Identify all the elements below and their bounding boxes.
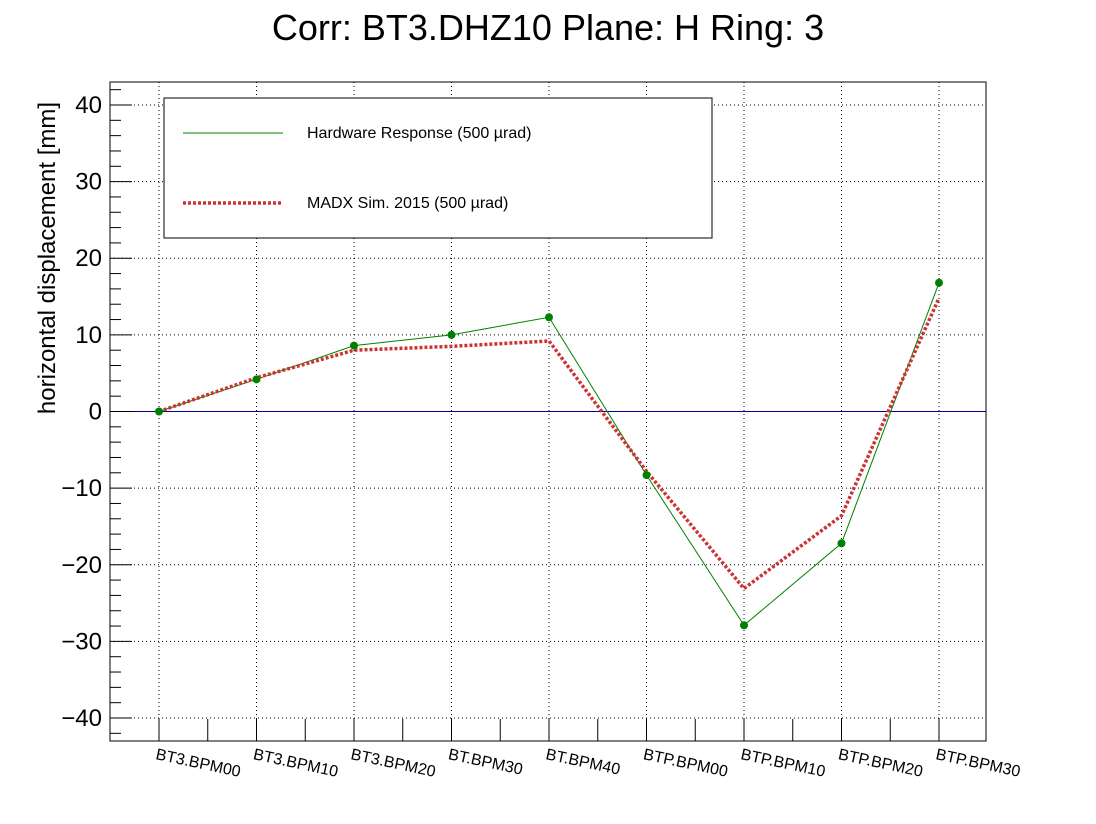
data-point-btp-bpm00 bbox=[642, 471, 651, 480]
y-tick-label-10: 10 bbox=[75, 322, 102, 349]
legend: Hardware Response (500 µrad) MADX Sim. 2… bbox=[163, 97, 713, 239]
y-tick-label--20: −20 bbox=[61, 552, 102, 579]
data-point-btp-bpm10 bbox=[740, 621, 748, 630]
x-tick-label-bt-bpm30: BT.BPM30 bbox=[447, 746, 525, 778]
y-tick-label--40: −40 bbox=[61, 705, 102, 732]
legend-label-hardware: Hardware Response (500 µrad) bbox=[307, 125, 531, 142]
y-axis-label: horizontal displacement [mm] bbox=[34, 102, 61, 414]
data-point-bt3-bpm10 bbox=[252, 375, 261, 384]
y-tick-label--30: −30 bbox=[61, 628, 102, 655]
legend-label-madx: MADX Sim. 2015 (500 µrad) bbox=[307, 195, 508, 212]
data-point-btp-bpm30 bbox=[935, 278, 943, 287]
x-tick-label-bt3-bpm00: BT3.BPM00 bbox=[154, 746, 242, 781]
y-tick-label--10: −10 bbox=[61, 475, 102, 502]
y-tick-label-0: 0 bbox=[89, 399, 102, 426]
data-point-btp-bpm20 bbox=[837, 539, 846, 548]
y-tick-label-20: 20 bbox=[75, 245, 102, 272]
x-tick-label-bt3-bpm20: BT3.BPM20 bbox=[349, 746, 437, 781]
x-tick-label-btp-bpm30: BTP.BPM30 bbox=[934, 746, 1022, 781]
x-tick-label-btp-bpm20: BTP.BPM20 bbox=[837, 746, 925, 781]
chart-title: Corr: BT3.DHZ10 Plane: H Ring: 3 bbox=[272, 7, 824, 48]
data-point-bt-bpm30 bbox=[447, 330, 456, 339]
legend-box bbox=[163, 97, 713, 239]
data-point-bt3-bpm00 bbox=[155, 407, 163, 416]
y-tick-label-30: 30 bbox=[75, 169, 102, 196]
series-line-madx-sim-2015-500-rad bbox=[158, 297, 941, 591]
y-tick-label-40: 40 bbox=[75, 92, 102, 119]
x-tick-label-bt3-bpm10: BT3.BPM10 bbox=[252, 746, 340, 781]
x-tick-label-btp-bpm10: BTP.BPM10 bbox=[739, 746, 827, 781]
x-tick-label-bt-bpm40: BT.BPM40 bbox=[544, 746, 622, 778]
data-point-bt3-bpm20 bbox=[350, 341, 358, 350]
x-tick-label-btp-bpm00: BTP.BPM00 bbox=[642, 746, 730, 781]
data-point-bt-bpm40 bbox=[545, 313, 553, 322]
